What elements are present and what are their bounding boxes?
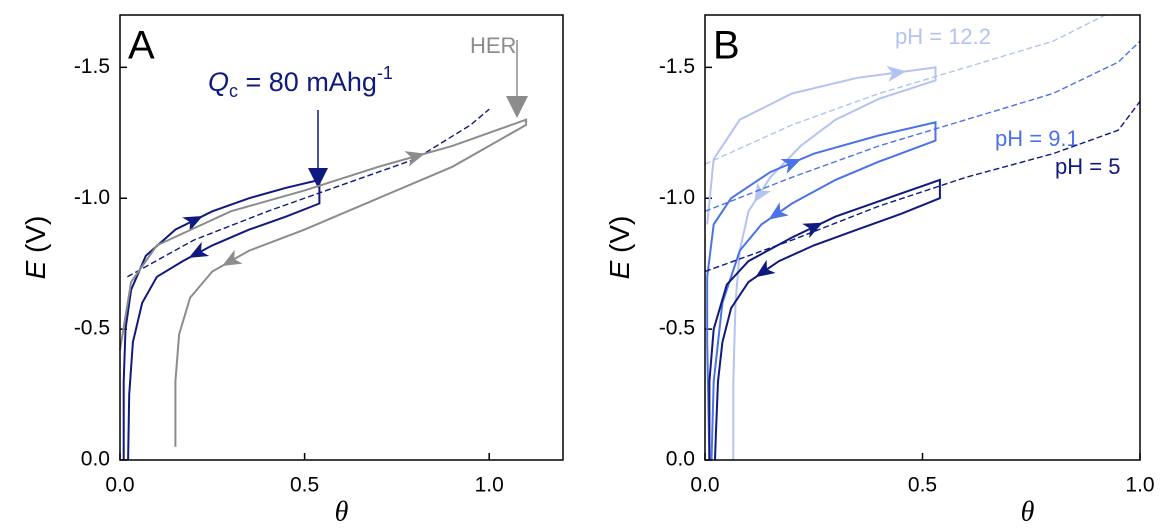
x-axis-label: θ: [1021, 496, 1035, 527]
y-tick-label: 0.0: [81, 448, 110, 471]
curve: [119, 118, 528, 447]
series-label: pH = 9.1: [995, 126, 1079, 151]
panel-label: A: [128, 24, 155, 68]
y-axis-symbol: E: [20, 260, 51, 279]
direction-arrow: [754, 182, 771, 203]
y-tick-label: -0.5: [74, 317, 110, 340]
y-axis-unit: (V): [604, 216, 635, 261]
dashed-line: [704, 14, 1106, 165]
her-pointer: [506, 40, 528, 118]
direction-arrow: [768, 202, 789, 220]
x-tick-label: 0.5: [908, 474, 937, 497]
dashed-line: [704, 100, 1141, 273]
plot-frame: [704, 14, 1141, 461]
panel: 0.0 -0.5 -1.0 -1.5 0.0 0.5 1.0 HER Aθ E (V): [20, 14, 564, 527]
direction-arrow: [222, 249, 243, 267]
curve: [122, 178, 321, 461]
annotation-text: = 80 mAhg: [238, 67, 377, 97]
annotation-subscript: c: [229, 81, 238, 101]
y-tick-label: -1.0: [659, 186, 695, 209]
direction-arrow: [886, 65, 907, 82]
direction-arrow: [404, 151, 425, 167]
y-tick-label: -1.5: [659, 55, 695, 78]
x-tick-label: 1.0: [475, 474, 504, 497]
y-tick-label: 0.0: [666, 448, 695, 471]
direction-arrow: [188, 241, 210, 258]
x-tick-label: 0.0: [690, 474, 719, 497]
series-label: pH = 5: [1055, 154, 1120, 179]
direction-arrow: [755, 259, 776, 278]
curve: [706, 121, 937, 461]
annotation-superscript: -1: [377, 63, 393, 83]
series-label: pH = 12.2: [895, 24, 991, 49]
y-axis-symbol: E: [604, 260, 635, 279]
y-axis-label: E (V): [604, 216, 635, 280]
y-tick-label: -1.5: [74, 55, 110, 78]
curve: [708, 178, 941, 461]
x-tick-label: 0.0: [105, 474, 134, 497]
curve: [706, 66, 937, 460]
x-tick-label: 0.5: [290, 474, 319, 497]
direction-arrow: [780, 159, 802, 174]
direction-arrow: [182, 216, 203, 232]
y-tick-label: -0.5: [659, 317, 695, 340]
panel-label: B: [713, 24, 740, 68]
y-axis-label: E (V): [20, 216, 51, 280]
dashed-line: [704, 40, 1141, 212]
direction-arrow: [802, 222, 823, 239]
x-tick-label: 1.0: [1125, 474, 1154, 497]
annotation-symbol: Q: [208, 67, 229, 97]
panel: 0.0 -0.5 -1.0 -1.5 0.0 0.5 1.0 pH = 12.2 pH = 9.…: [604, 14, 1155, 527]
qc-pointer: [308, 110, 328, 188]
plot-frame: [119, 14, 564, 461]
qc-annotation: Qc = 80 mAhg-1: [208, 63, 393, 101]
y-tick-label: -1.0: [74, 186, 110, 209]
y-axis-unit: (V): [20, 216, 51, 261]
series-label: HER: [470, 33, 516, 58]
x-axis-label: θ: [335, 496, 349, 527]
dashed-line: [127, 108, 490, 278]
